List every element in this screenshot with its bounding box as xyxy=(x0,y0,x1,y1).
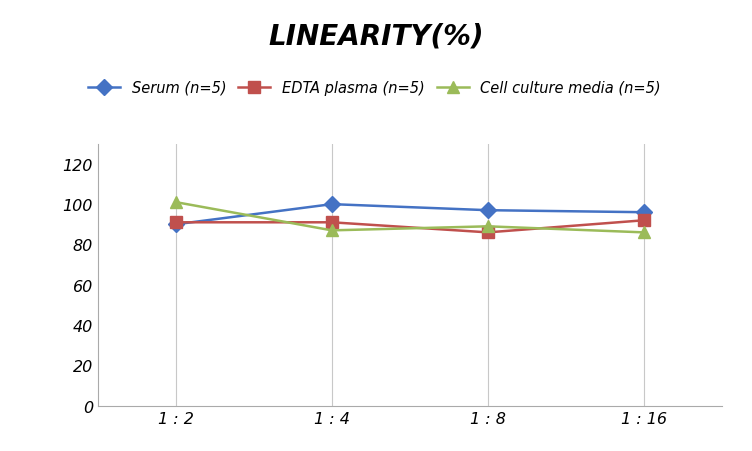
Cell culture media (n=5) xyxy=(171,200,180,205)
Legend: Serum (n=5), EDTA plasma (n=5), Cell culture media (n=5): Serum (n=5), EDTA plasma (n=5), Cell cul… xyxy=(83,75,667,101)
Serum (n=5) xyxy=(171,222,180,227)
Text: LINEARITY(%): LINEARITY(%) xyxy=(268,23,484,51)
Cell culture media (n=5) xyxy=(639,230,648,235)
Serum (n=5) xyxy=(327,202,336,207)
Serum (n=5) xyxy=(639,210,648,216)
Serum (n=5) xyxy=(484,208,493,213)
EDTA plasma (n=5) xyxy=(327,220,336,226)
EDTA plasma (n=5) xyxy=(639,218,648,224)
Cell culture media (n=5) xyxy=(327,228,336,234)
Cell culture media (n=5) xyxy=(484,224,493,230)
EDTA plasma (n=5) xyxy=(484,230,493,235)
Line: EDTA plasma (n=5): EDTA plasma (n=5) xyxy=(170,215,650,239)
EDTA plasma (n=5) xyxy=(171,220,180,226)
Line: Cell culture media (n=5): Cell culture media (n=5) xyxy=(170,197,650,239)
Line: Serum (n=5): Serum (n=5) xyxy=(170,199,650,230)
